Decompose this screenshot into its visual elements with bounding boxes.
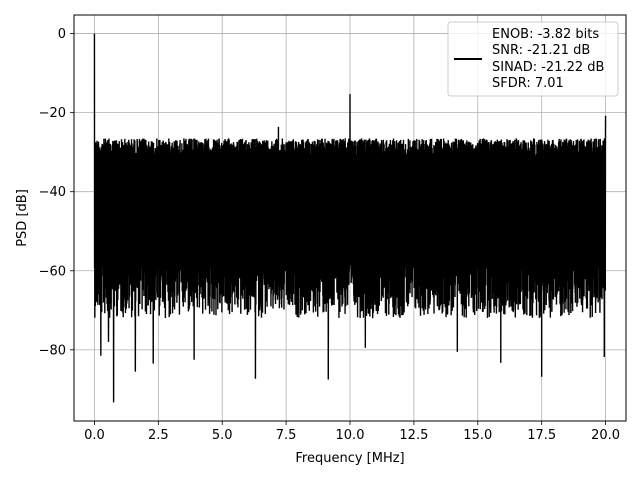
x-tick-label: 12.5	[399, 428, 428, 443]
psd-line	[93, 33, 607, 403]
legend-line-enob: ENOB: -3.82 bits	[492, 27, 599, 42]
x-tick-label: 5.0	[212, 428, 233, 443]
y-tick-label: −20	[39, 106, 66, 121]
x-tick-label: 10.0	[336, 428, 365, 443]
legend-line-sfdr: SFDR: 7.01	[492, 76, 564, 91]
x-tick-label: 2.5	[148, 428, 169, 443]
psd-series	[93, 33, 607, 403]
x-tick-label: 17.5	[527, 428, 556, 443]
y-tick-label: −60	[39, 264, 66, 279]
x-tick-label: 7.5	[276, 428, 297, 443]
legend-line-snr: SNR: -21.21 dB	[492, 43, 590, 58]
x-tick-label: 0.0	[84, 428, 105, 443]
x-tick-label: 20.0	[591, 428, 620, 443]
legend-box	[447, 21, 619, 97]
x-axis-label: Frequency [MHz]	[295, 451, 404, 466]
legend: ENOB: -3.82 bits SNR: -21.21 dB SINAD: -…	[447, 21, 619, 97]
y-tick-label: −80	[39, 343, 66, 358]
legend-line-sinad: SINAD: -21.22 dB	[492, 60, 604, 75]
y-tick-label: −40	[39, 185, 66, 200]
y-tick-label: 0	[58, 27, 66, 42]
x-tick-label: 15.0	[463, 428, 492, 443]
y-axis-label: PSD [dB]	[15, 189, 30, 247]
y-axis: 0 −20 −40 −60 −80	[39, 27, 74, 358]
plot-area	[93, 33, 607, 403]
x-axis: 0.0 2.5 5.0 7.5 10.0 12.5 15.0 17.5 20.0	[84, 421, 620, 443]
